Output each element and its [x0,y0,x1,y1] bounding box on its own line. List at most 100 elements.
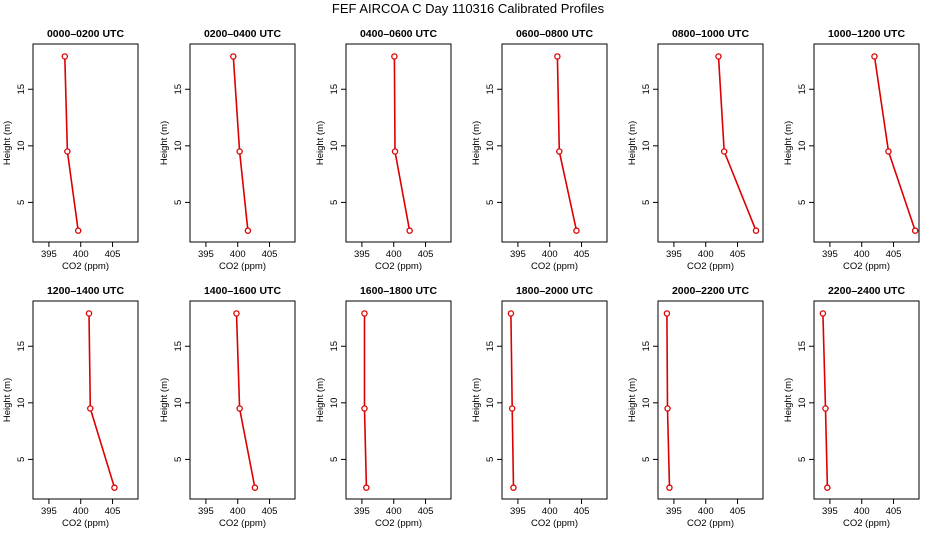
x-tick-label: 395 [198,506,214,517]
y-tick-label: 10 [641,398,652,409]
y-tick-label: 5 [329,457,340,462]
y-axis-label: Height (m) [315,378,326,422]
x-axis-label: CO2 (ppm) [375,261,422,272]
x-axis-label: CO2 (ppm) [687,518,734,529]
x-tick-label: 400 [73,249,89,260]
data-point [74,227,82,234]
y-tick-label: 15 [16,84,27,95]
y-axis-label: Height (m) [783,121,794,165]
data-point [361,405,368,412]
data-point [87,405,94,412]
plot-frame [32,43,139,243]
panel-title: 1200–1400 UTC [47,285,124,297]
profile-line [822,313,829,488]
y-axis-label: Height (m) [627,378,638,422]
x-tick-label: 395 [510,249,526,260]
plot-frame [813,43,920,243]
data-point [251,484,259,491]
y-tick-label: 15 [16,341,27,352]
data-point [752,227,760,234]
x-tick-label: 395 [41,249,57,260]
x-tick-label: 400 [698,249,714,260]
panel-title: 2200–2400 UTC [828,285,905,297]
x-tick-label: 405 [730,506,746,517]
y-tick-label: 5 [641,457,652,462]
y-axis-label: Height (m) [159,121,170,165]
y-tick-label: 10 [173,141,184,152]
y-tick-label: 5 [16,457,27,462]
x-axis-label: CO2 (ppm) [531,518,578,529]
y-tick-label: 5 [485,457,496,462]
panel-title: 1400–1600 UTC [204,285,281,297]
data-point [663,310,671,317]
plot-frame [657,43,764,243]
profile-line [393,56,411,231]
profile-line [873,56,916,231]
plot-frame [345,43,452,243]
y-tick-label: 10 [16,398,27,409]
profile-line [363,313,368,488]
profile-line [88,313,116,488]
data-point [391,148,399,155]
y-tick-label: 5 [16,200,27,205]
data-point [236,148,243,155]
data-point [230,53,237,60]
data-point [666,484,673,491]
y-axis-label: Height (m) [2,378,13,422]
y-tick-label: 10 [16,141,27,152]
x-tick-label: 395 [41,506,57,517]
x-tick-label: 405 [886,506,902,517]
x-tick-label: 405 [574,249,590,260]
data-point [715,53,722,60]
data-point [664,405,671,412]
plot-frame [501,43,608,243]
x-tick-label: 405 [262,506,278,517]
plot-frame [345,300,452,500]
plot-frame [189,43,296,243]
x-tick-label: 400 [698,506,714,517]
y-tick-label: 15 [797,341,808,352]
x-tick-label: 405 [418,506,434,517]
x-axis-label: CO2 (ppm) [62,518,109,529]
x-tick-label: 400 [542,249,558,260]
data-point [361,310,368,317]
profile-line [235,313,256,488]
x-tick-label: 400 [386,506,402,517]
y-tick-label: 15 [173,84,184,95]
panel-title: 1800–2000 UTC [516,285,593,297]
profile-line [64,56,79,231]
x-tick-label: 395 [354,249,370,260]
x-axis-label: CO2 (ppm) [843,261,890,272]
data-point [61,53,69,60]
x-axis-label: CO2 (ppm) [687,261,734,272]
x-axis-label: CO2 (ppm) [219,261,266,272]
y-axis-label: Height (m) [471,378,482,422]
panel-title: 0400–0600 UTC [360,28,437,40]
y-tick-label: 10 [797,141,808,152]
x-tick-label: 400 [73,506,89,517]
x-tick-label: 395 [666,506,682,517]
y-tick-label: 15 [485,341,496,352]
data-point [85,310,93,317]
y-tick-label: 10 [641,141,652,152]
y-tick-label: 5 [173,200,184,205]
y-tick-label: 10 [797,398,808,409]
x-tick-label: 400 [230,249,246,260]
x-axis-label: CO2 (ppm) [62,261,109,272]
data-point [510,484,517,491]
x-tick-label: 400 [542,506,558,517]
x-tick-label: 395 [822,249,838,260]
x-tick-label: 395 [354,506,370,517]
x-tick-label: 405 [105,506,121,517]
panel-title: 0000–0200 UTC [47,28,124,40]
y-axis-label: Height (m) [2,121,13,165]
